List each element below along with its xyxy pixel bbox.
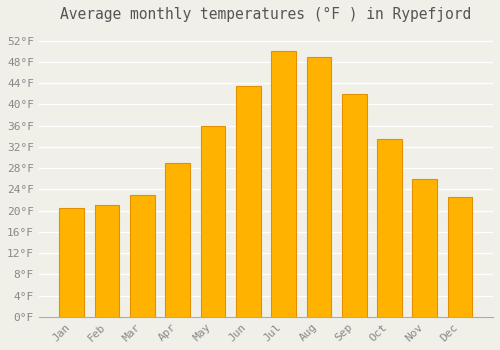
Bar [377,139,402,317]
Bar [166,163,190,317]
Bar [412,179,437,317]
Bar [342,94,366,317]
Bar [60,208,84,317]
Bar [306,57,331,317]
Bar [94,205,120,317]
Bar [200,126,226,317]
Bar [236,86,260,317]
Bar [271,51,296,317]
Title: Average monthly temperatures (°F ) in Rypefjord: Average monthly temperatures (°F ) in Ry… [60,7,472,22]
Bar [448,197,472,317]
Bar [130,195,155,317]
